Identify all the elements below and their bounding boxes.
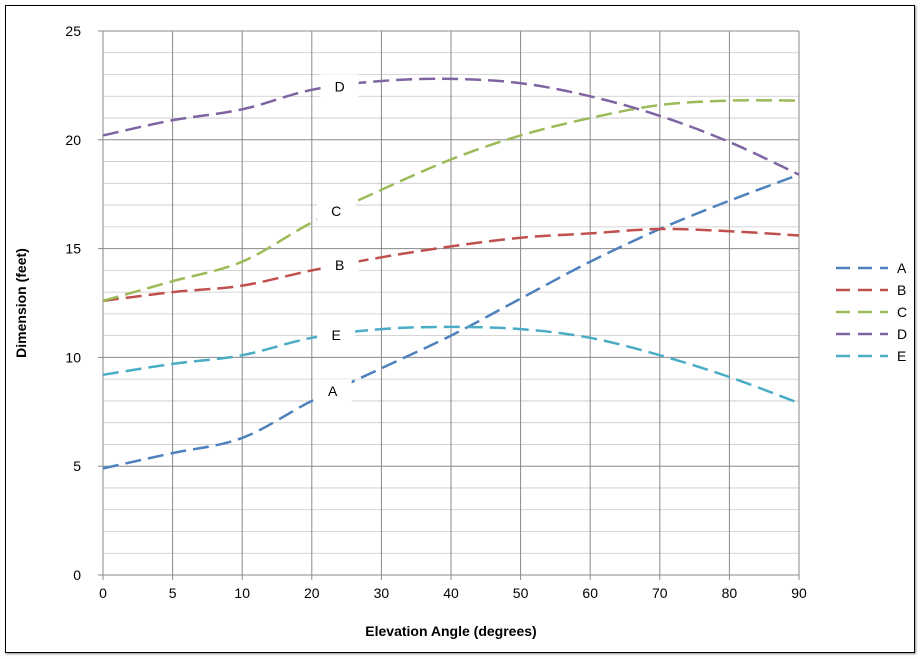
x-tick-label: 0 [99, 585, 107, 601]
series-label-c: C [331, 203, 341, 219]
x-axis-title: Elevation Angle (degrees) [365, 623, 536, 639]
x-tick-label: 20 [304, 585, 320, 601]
y-axis-title: Dimension (feet) [13, 248, 29, 358]
x-tick-label: 30 [374, 585, 390, 601]
series-label-b: B [335, 257, 344, 273]
x-tick-label: 10 [234, 585, 250, 601]
legend-label-d: D [897, 326, 907, 342]
legend-label-b: B [897, 282, 906, 298]
legend-label-e: E [897, 348, 906, 364]
series-label-d: D [335, 78, 345, 94]
x-tick-label: 80 [722, 585, 738, 601]
series-line-d [102, 77, 800, 176]
y-tick-label: 0 [73, 567, 81, 583]
legend-label-a: A [897, 260, 907, 276]
series-label-box [313, 379, 352, 404]
series-line-e [102, 325, 800, 405]
series-line-a [102, 173, 800, 470]
series-label-box [317, 322, 356, 347]
x-tick-label: 50 [513, 585, 529, 601]
x-tick-label: 40 [443, 585, 459, 601]
series-label-box [317, 199, 356, 224]
x-tick-label: 60 [582, 585, 598, 601]
x-tick-label: 70 [652, 585, 668, 601]
y-tick-label: 15 [65, 241, 81, 257]
x-tick-label: 5 [169, 585, 177, 601]
series-line-c [102, 99, 800, 303]
series-label-a: A [328, 383, 338, 399]
series-line-b [102, 227, 800, 303]
x-tick-label: 90 [791, 585, 807, 601]
series-label-box [320, 74, 359, 99]
y-tick-label: 25 [65, 23, 81, 39]
legend-label-c: C [897, 304, 907, 320]
y-tick-label: 5 [73, 458, 81, 474]
y-tick-label: 10 [65, 349, 81, 365]
y-tick-label: 20 [65, 132, 81, 148]
series-label-e: E [331, 327, 340, 343]
series-label-box [320, 253, 359, 278]
